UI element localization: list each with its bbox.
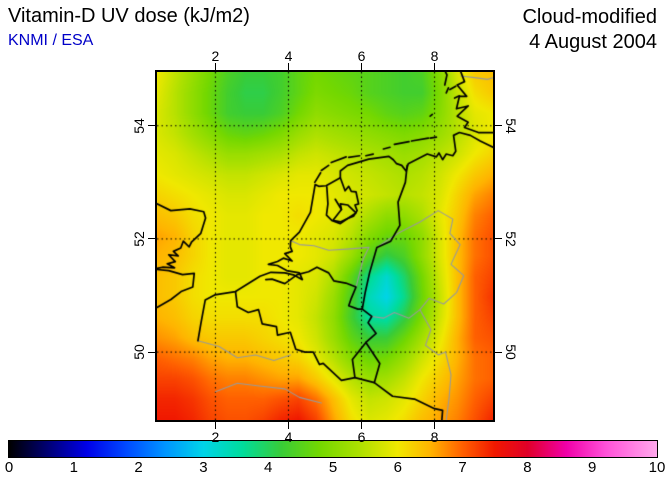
lon-tick-label-bottom: 6 — [357, 429, 366, 445]
colorbar-tick-label: 4 — [264, 459, 273, 476]
lat-tick-right — [495, 125, 502, 127]
lon-tick-label-bottom: 4 — [284, 429, 293, 445]
lon-tick-top — [361, 63, 363, 70]
mode-label: Cloud-modified — [522, 6, 657, 28]
colorbar-tick-label: 1 — [69, 459, 78, 476]
lon-tick-label-top: 2 — [211, 48, 220, 64]
map-frame — [155, 70, 495, 422]
colorbar-tick-label: 6 — [393, 459, 402, 476]
colorbar-tick-label: 3 — [199, 459, 208, 476]
lon-tick-label-bottom: 2 — [211, 429, 220, 445]
colorbar-tick-label: 9 — [588, 459, 597, 476]
credit-label: KNMI / ESA — [8, 32, 94, 49]
lat-tick-right — [495, 238, 502, 240]
colorbar-tick-label: 5 — [328, 459, 338, 476]
lon-tick-top — [214, 63, 216, 70]
colorbar-tick-label: 8 — [523, 459, 532, 476]
lat-tick-label-right: 52 — [503, 231, 519, 247]
lon-tick-top — [287, 63, 289, 70]
lat-tick-label-left: 54 — [131, 117, 147, 134]
colorbar-gradient — [8, 440, 658, 458]
lon-tick-label-top: 6 — [357, 48, 366, 64]
lon-tick-bottom — [434, 422, 436, 429]
lat-tick-right — [495, 351, 502, 353]
lat-tick-left — [148, 351, 155, 353]
date-label: 4 August 2004 — [529, 31, 657, 53]
lat-tick-label-right: 50 — [503, 344, 519, 360]
lon-tick-label-top: 4 — [284, 48, 293, 64]
lat-tick-label-left: 52 — [131, 231, 147, 247]
lon-tick-label-bottom: 8 — [430, 429, 439, 445]
lat-tick-label-left: 50 — [131, 344, 147, 360]
colorbar-tick-label: 7 — [458, 459, 467, 476]
colorbar-tick-label: 2 — [134, 459, 143, 476]
lon-tick-label-top: 8 — [430, 48, 439, 64]
lon-tick-bottom — [214, 422, 216, 429]
lat-tick-left — [148, 238, 155, 240]
lat-tick-left — [148, 125, 155, 127]
lon-tick-bottom — [287, 422, 289, 429]
page-title: Vitamin-D UV dose (kJ/m2) — [8, 5, 250, 27]
colorbar-tick-label: 10 — [648, 459, 665, 476]
lon-tick-top — [434, 63, 436, 70]
colorbar-tick-label: 0 — [4, 459, 14, 476]
uv-dose-heatmap-canvas — [157, 72, 493, 420]
header-right: Cloud-modified 4 August 2004 — [522, 5, 657, 55]
lon-tick-bottom — [361, 422, 363, 429]
lat-tick-label-right: 54 — [503, 117, 519, 134]
